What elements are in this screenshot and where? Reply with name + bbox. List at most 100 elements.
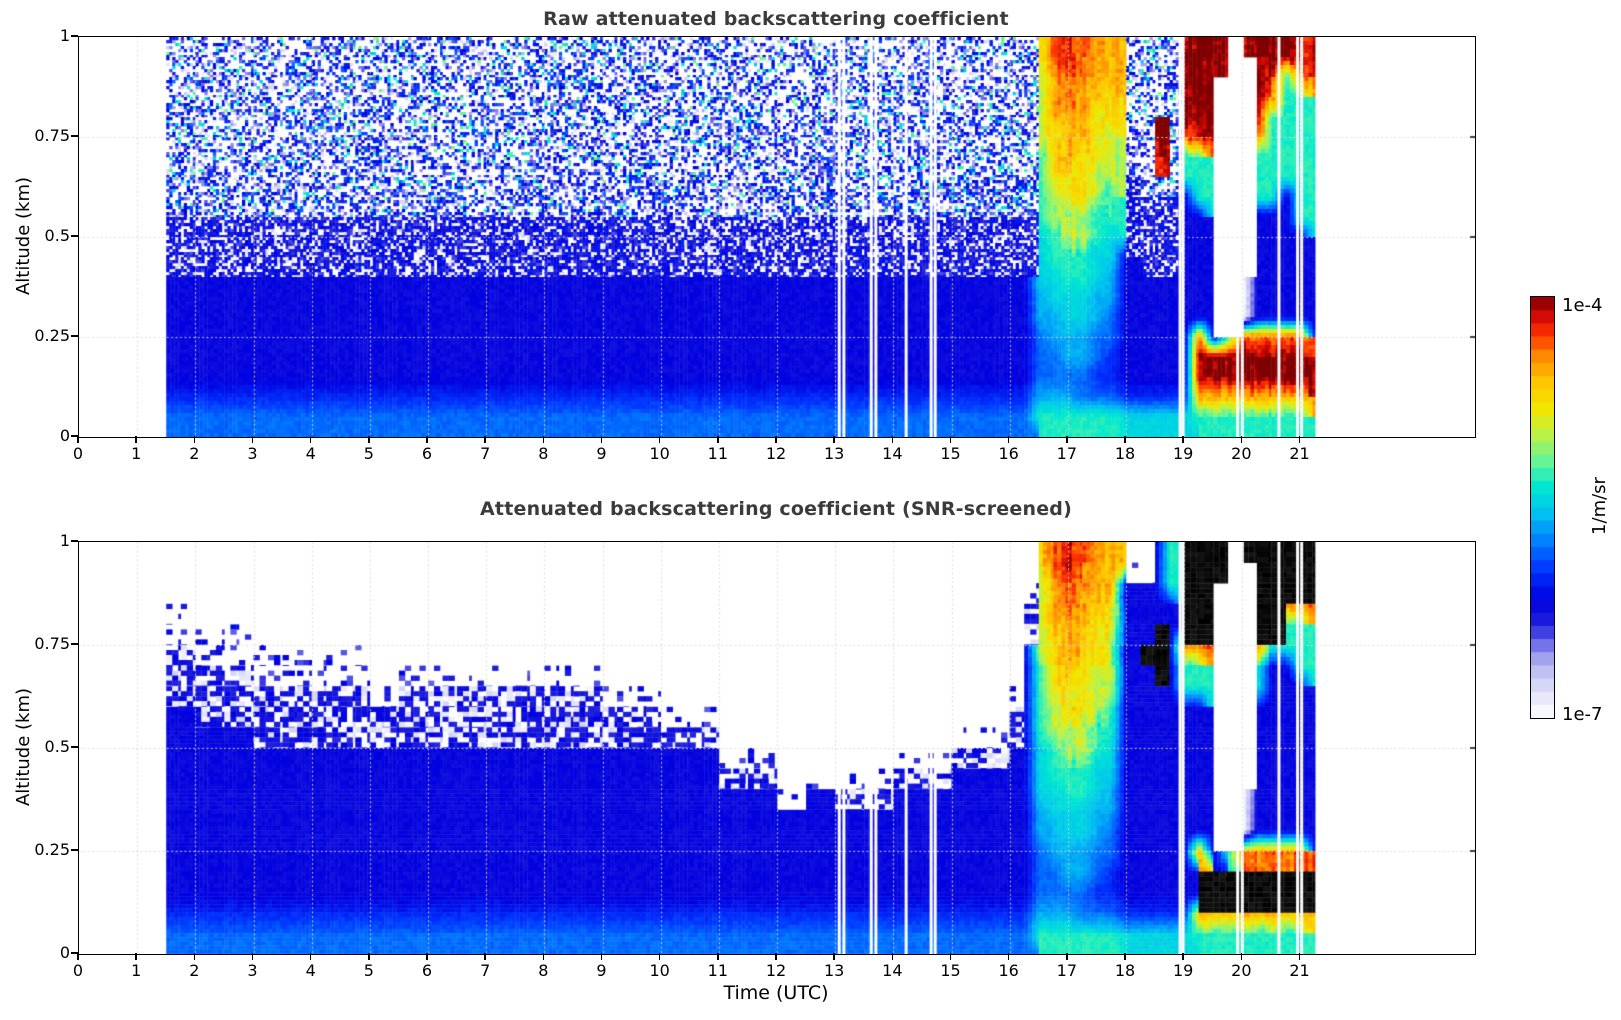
x-tick — [484, 953, 486, 960]
x-tick-label: 6 — [421, 961, 433, 980]
x-tick-label: 12 — [765, 444, 787, 463]
x-tick — [135, 953, 137, 960]
x-tick — [426, 953, 428, 960]
raw-panel-title: Raw attenuated backscattering coefficien… — [543, 8, 1009, 30]
x-tick — [135, 436, 137, 443]
x-tick-label: 16 — [998, 444, 1019, 463]
x-tick — [949, 436, 952, 443]
x-tick — [1066, 953, 1068, 960]
x-tick — [1240, 953, 1243, 960]
raw-backscatter-heatmap — [78, 36, 1476, 438]
x-tick-label: 17 — [1056, 961, 1077, 980]
y-tick-label: 0.5 — [44, 226, 70, 245]
x-tick-label: 15 — [940, 444, 961, 463]
x-tick-label: 9 — [596, 961, 607, 980]
x-tick — [1007, 953, 1010, 960]
x-tick-label: 6 — [421, 444, 433, 463]
y-tick-label: 0.75 — [34, 634, 70, 653]
y-tick — [71, 540, 78, 542]
x-tick — [484, 436, 486, 443]
x-tick-label: 19 — [1172, 961, 1194, 980]
x-tick — [1182, 953, 1184, 960]
x-tick-label: 5 — [363, 961, 374, 980]
x-tick — [1124, 436, 1126, 443]
x-tick-label: 8 — [538, 444, 549, 463]
x-tick-label: 14 — [882, 961, 903, 980]
x-tick — [833, 953, 835, 960]
x-tick — [426, 436, 428, 443]
y-tick — [71, 952, 78, 954]
x-tick — [775, 436, 777, 443]
y-tick-label: 1 — [59, 26, 70, 45]
x-tick — [542, 953, 545, 960]
x-tick — [368, 436, 370, 443]
x-tick — [193, 436, 196, 443]
x-tick-label: 4 — [305, 444, 316, 463]
x-tick — [77, 436, 79, 443]
x-tick — [1182, 436, 1184, 443]
x-tick-label: 21 — [1289, 444, 1310, 463]
x-tick-label: 19 — [1172, 444, 1194, 463]
x-tick-label: 20 — [1231, 444, 1252, 463]
colorbar-units-label: 1/m/sr — [1589, 477, 1610, 535]
x-tick-label: 10 — [649, 961, 670, 980]
x-tick-label: 3 — [247, 961, 258, 980]
x-tick — [717, 953, 719, 960]
y-tick — [71, 643, 78, 645]
x-tick-label: 0 — [72, 444, 84, 463]
x-tick-label: 10 — [649, 444, 670, 463]
y-tick-label: 0.75 — [34, 126, 70, 145]
x-tick-label: 9 — [596, 444, 607, 463]
x-tick-label: 7 — [480, 961, 491, 980]
x-tick-label: 16 — [998, 961, 1019, 980]
x-tick — [309, 953, 312, 960]
x-tick-label: 21 — [1289, 961, 1310, 980]
x-tick — [891, 436, 894, 443]
x-tick — [309, 436, 312, 443]
x-tick — [1124, 953, 1126, 960]
y-tick-label: 0.25 — [34, 326, 70, 345]
x-tick — [833, 436, 835, 443]
colorbar — [1530, 296, 1555, 719]
x-tick — [193, 953, 196, 960]
x-tick-label: 0 — [72, 961, 84, 980]
screened-panel-title: Attenuated backscattering coefficient (S… — [480, 498, 1072, 520]
y-tick-label: 0 — [59, 943, 70, 962]
colorbar-max-label: 1e-4 — [1562, 295, 1603, 316]
x-tick-label: 14 — [882, 444, 903, 463]
x-tick — [658, 436, 661, 443]
x-tick — [77, 953, 79, 960]
x-tick — [1066, 436, 1068, 443]
x-tick-label: 13 — [823, 961, 845, 980]
x-tick — [658, 953, 661, 960]
y-tick — [71, 235, 78, 237]
x-tick — [251, 436, 254, 443]
y-tick-label: 0.5 — [44, 737, 70, 756]
x-tick-label: 2 — [189, 961, 200, 980]
x-tick — [717, 436, 719, 443]
y-tick-label: 0.25 — [34, 840, 70, 859]
x-tick — [600, 953, 603, 960]
x-tick-label: 8 — [538, 961, 549, 980]
y-tick — [71, 435, 78, 437]
x-tick — [775, 953, 777, 960]
x-tick-label: 17 — [1056, 444, 1077, 463]
y-tick-label: 0 — [59, 426, 70, 445]
x-tick — [949, 953, 952, 960]
x-tick — [1298, 436, 1301, 443]
y-tick — [71, 135, 78, 137]
x-tick — [1240, 436, 1243, 443]
colorbar-min-label: 1e-7 — [1562, 704, 1603, 725]
x-tick-label: 15 — [940, 961, 961, 980]
x-tick-label: 1 — [131, 444, 142, 463]
x-tick-label: 20 — [1231, 961, 1252, 980]
x-tick-label: 18 — [1114, 444, 1136, 463]
x-tick — [600, 436, 603, 443]
y-tick — [71, 849, 78, 851]
x-tick — [368, 953, 370, 960]
x-tick-label: 3 — [247, 444, 258, 463]
x-tick-label: 18 — [1114, 961, 1136, 980]
x-tick-label: 12 — [765, 961, 787, 980]
y-tick — [71, 335, 78, 337]
